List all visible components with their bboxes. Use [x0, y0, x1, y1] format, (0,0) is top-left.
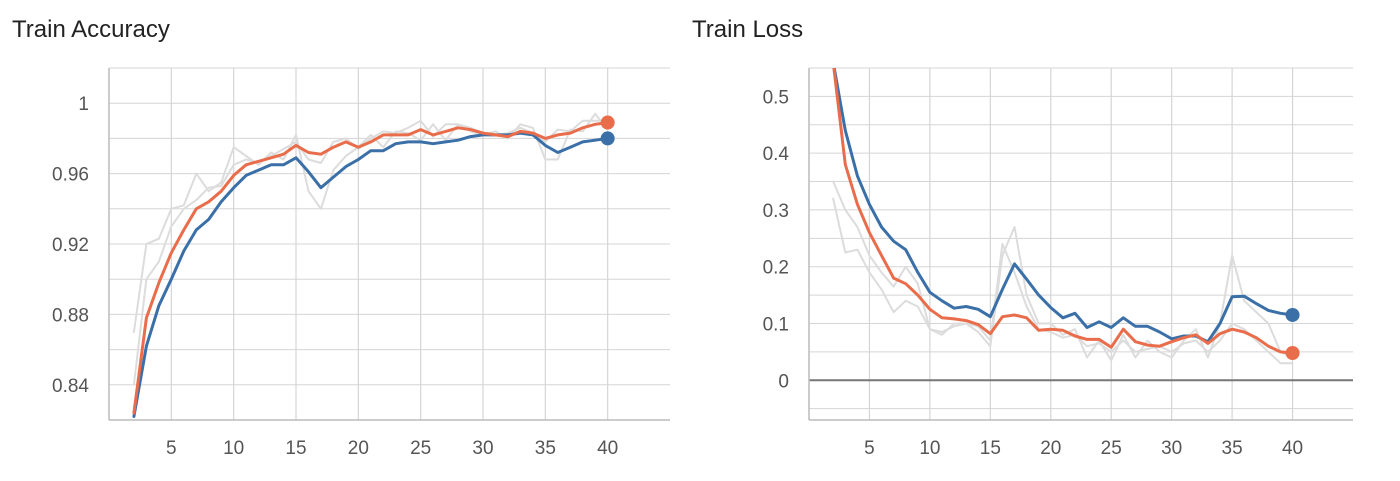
x-tick-label: 20	[1040, 438, 1061, 459]
x-tick-label: 30	[472, 438, 493, 459]
raw-series-line	[132, 119, 609, 386]
raw-series-line	[832, 180, 1294, 362]
x-tick-label: 35	[1222, 438, 1243, 459]
y-tick-label: 0.5	[763, 87, 789, 108]
y-tick-label: 0.4	[763, 144, 790, 165]
orange-series-end-marker[interactable]	[600, 115, 615, 130]
x-tick-label: 5	[166, 438, 177, 459]
train-accuracy-chart[interactable]: 5 10 15 20 25 30 35 40 0.84 0.88 0.92 0.96 1	[0, 0, 680, 481]
x-tick-label: 5	[864, 438, 875, 459]
x-tick-label: 15	[980, 438, 1001, 459]
y-tick-label: 0.84	[52, 376, 89, 397]
y-tick-label: 0.1	[763, 314, 789, 335]
x-tick-label: 25	[1101, 438, 1122, 459]
raw-series-line	[832, 197, 1294, 365]
raw-series-line	[132, 112, 609, 333]
orange-series-line	[832, 68, 1295, 355]
train-accuracy-panel: Train Accuracy 5 10 15 20 25 30 35 40 0.84 0.88 0.…	[0, 0, 680, 481]
train-accuracy-title: Train Accuracy	[12, 16, 170, 43]
x-tick-label: 15	[285, 438, 306, 459]
orange-series-line	[132, 121, 610, 415]
blue-series-line	[132, 131, 610, 418]
x-tick-label: 10	[223, 438, 244, 459]
x-tick-label: 20	[348, 438, 369, 459]
train-loss-chart[interactable]: 5 10 15 20 25 30 35 40 0 0.1 0.2 0.3 0.4 0.5	[680, 0, 1400, 481]
orange-series-end-marker[interactable]	[1285, 346, 1300, 361]
y-tick-label: 0.88	[52, 305, 89, 326]
train-loss-panel: Train Loss 5 10 15 20 25 30 35 40 0 0.1 0.2 0.3 0.4 0…	[680, 0, 1400, 481]
x-tick-label: 35	[535, 438, 556, 459]
series-group	[132, 112, 610, 418]
blue-series-line	[832, 68, 1295, 344]
series-group	[832, 68, 1295, 365]
blue-series-end-marker[interactable]	[1285, 307, 1300, 322]
y-tick-label: 0.3	[763, 201, 789, 222]
x-tick-label: 25	[410, 438, 431, 459]
x-tick-label: 30	[1161, 438, 1182, 459]
x-tick-label: 40	[1282, 438, 1303, 459]
x-tick-label: 10	[919, 438, 940, 459]
train-loss-title: Train Loss	[692, 16, 804, 43]
y-tick-label: 1	[78, 94, 89, 115]
grid	[809, 67, 1353, 420]
y-tick-label: 0	[778, 371, 789, 392]
y-tick-label: 0.2	[763, 258, 789, 279]
y-tick-label: 0.96	[52, 165, 89, 186]
x-tick-label: 40	[597, 438, 618, 459]
blue-series-end-marker[interactable]	[600, 131, 615, 146]
y-tick-label: 0.92	[52, 235, 89, 256]
